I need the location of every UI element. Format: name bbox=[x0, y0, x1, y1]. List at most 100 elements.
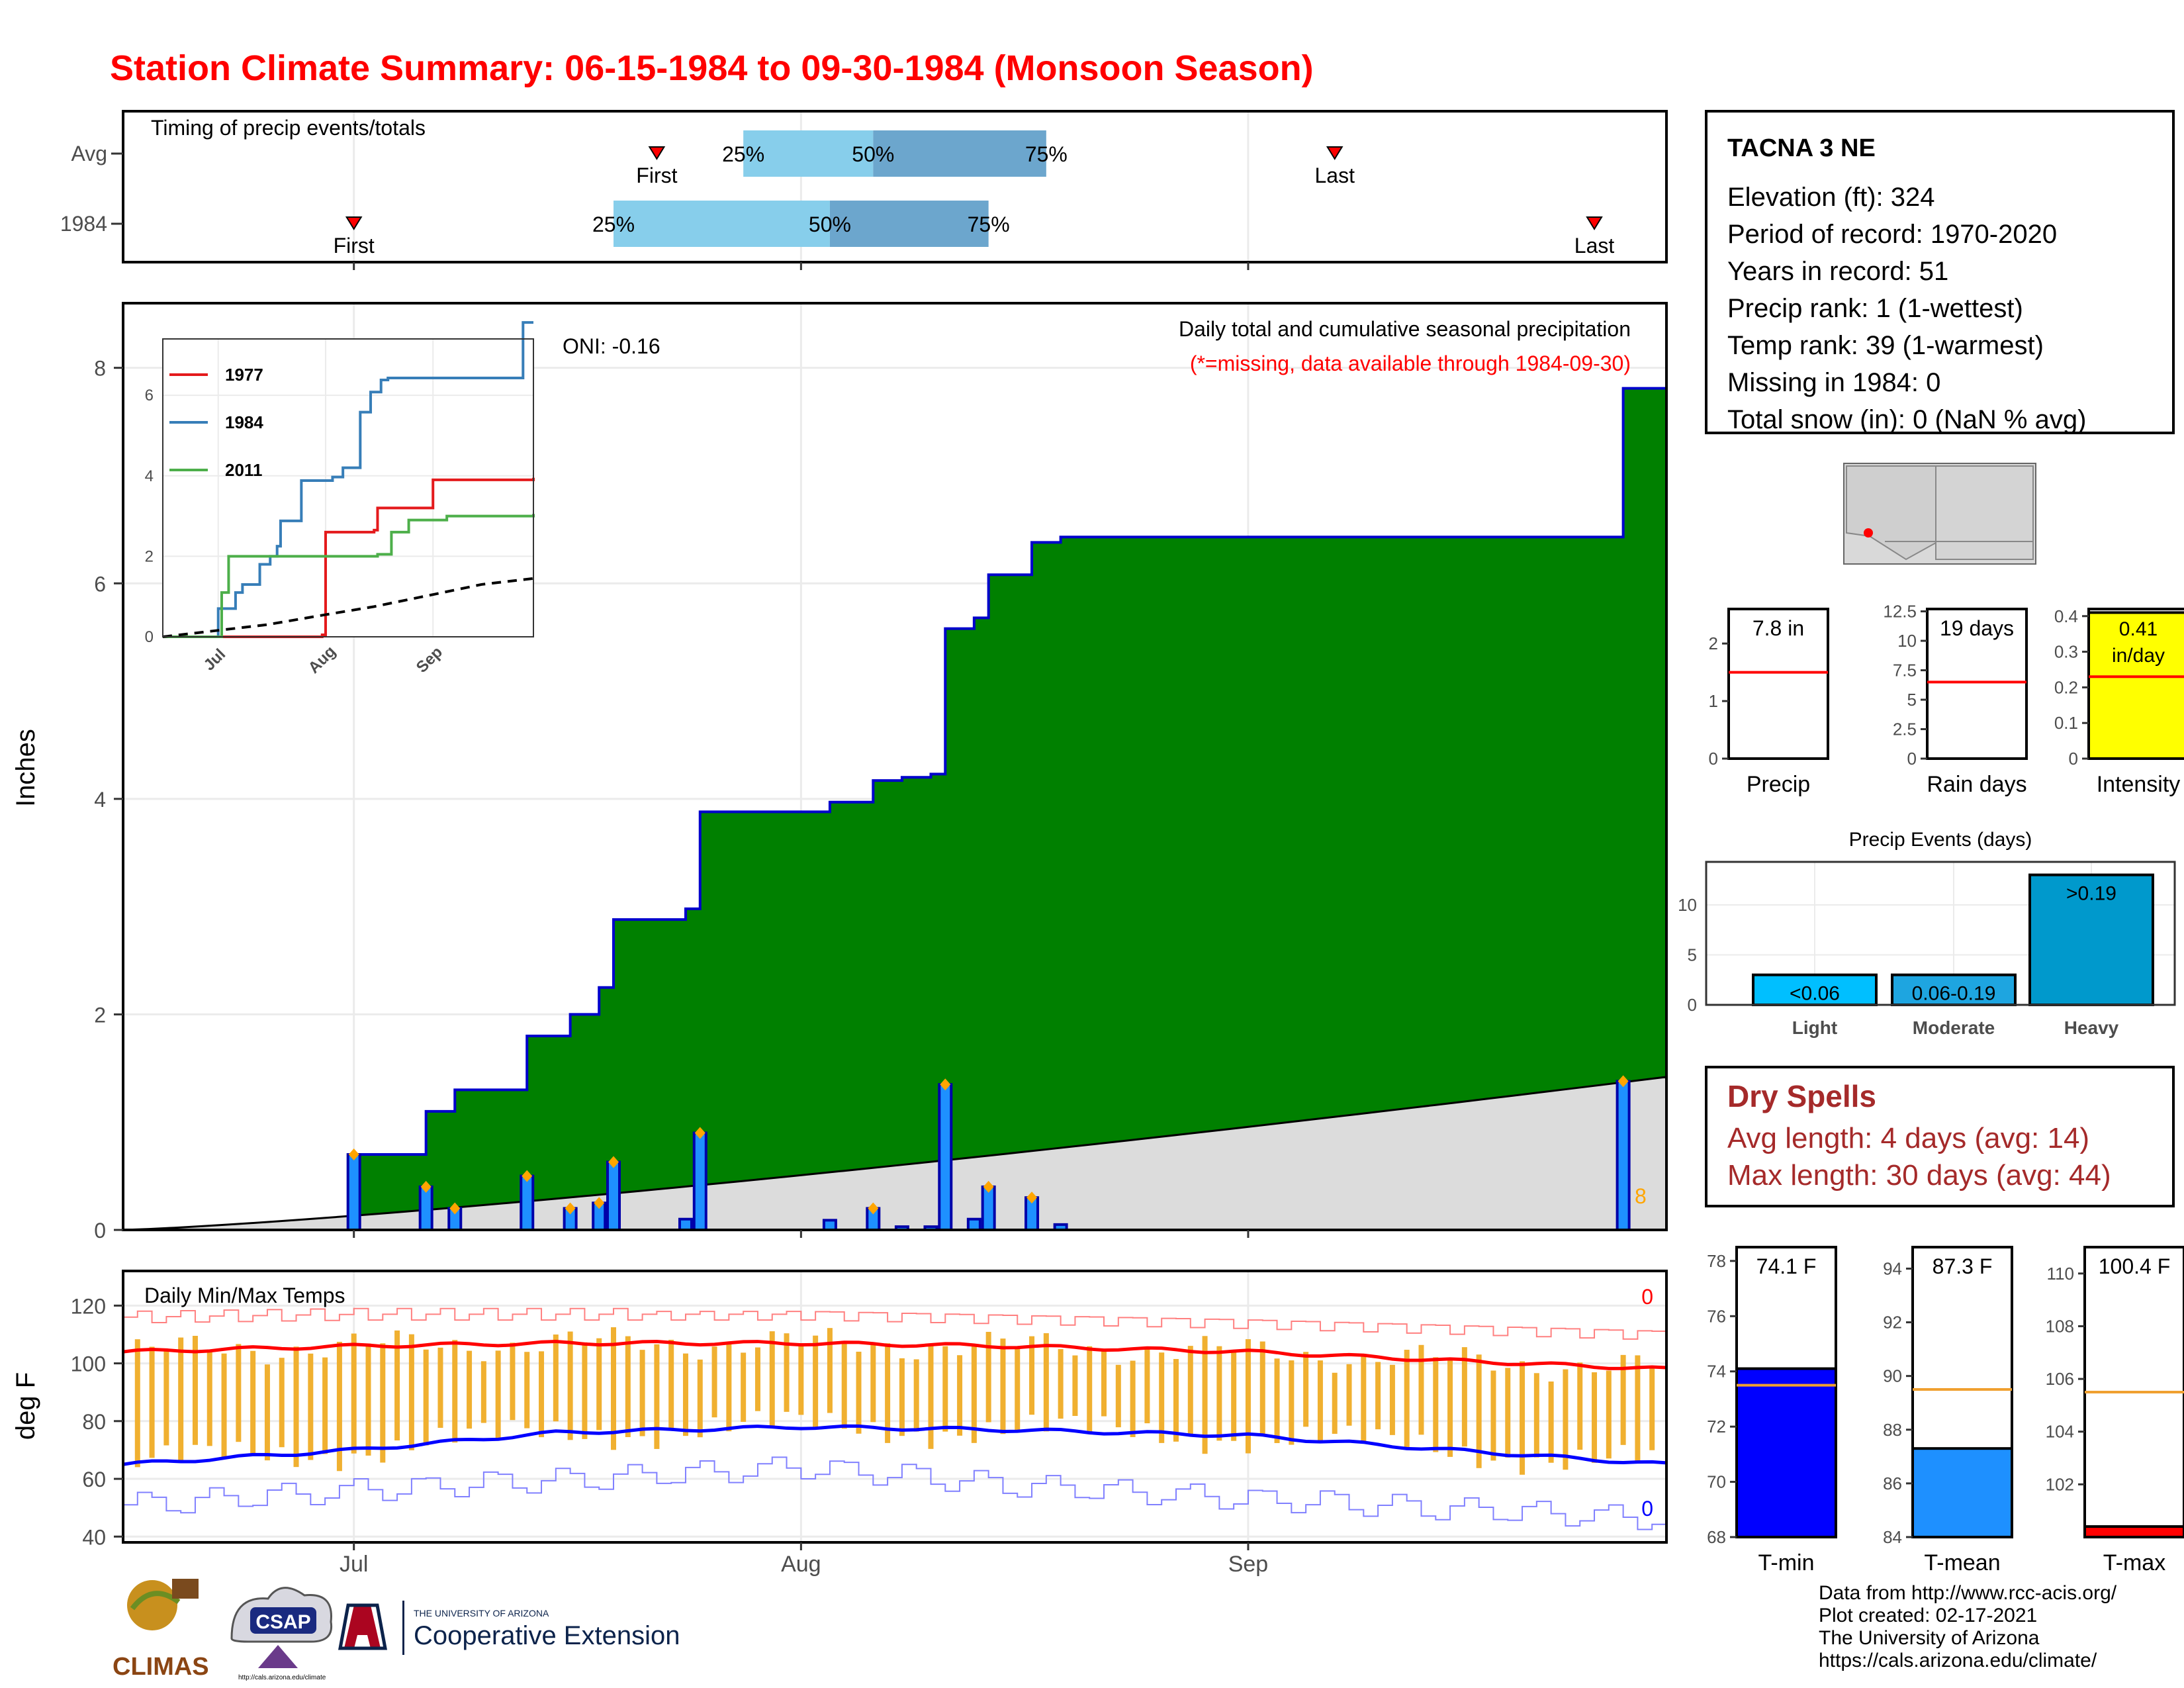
temp-range-bar bbox=[1361, 1354, 1367, 1444]
temp-range-bar bbox=[1635, 1355, 1641, 1463]
temp-range-bar bbox=[480, 1361, 486, 1423]
timing-percentile-label: 25% bbox=[722, 142, 764, 166]
record-min-line bbox=[123, 1456, 1667, 1530]
summary-y-tick-label: 108 bbox=[2046, 1316, 2074, 1336]
daily-precip-marker bbox=[420, 1180, 432, 1193]
normal-min-line bbox=[122, 1424, 1667, 1466]
summary-value-label: 87.3 F bbox=[1933, 1254, 1993, 1278]
daily-precip-marker bbox=[868, 1202, 879, 1215]
credit-line: Data from http://www.rcc-acis.org/ bbox=[1819, 1582, 2117, 1604]
temp-range-bar bbox=[726, 1342, 732, 1432]
temp-range-bar bbox=[1015, 1346, 1021, 1430]
temp-range-bar bbox=[293, 1346, 299, 1468]
y-tick-label: 100 bbox=[71, 1352, 106, 1376]
temp-range-bar bbox=[380, 1343, 386, 1463]
station-snow: Total snow (in): 0 (NaN % avg) bbox=[1727, 405, 2087, 434]
temp-range-bar bbox=[1000, 1338, 1006, 1434]
inset-y-tick-label: 6 bbox=[145, 387, 154, 404]
temp-range-bar bbox=[971, 1345, 977, 1443]
inset-y-tick-label: 2 bbox=[145, 547, 154, 565]
events-value-label: >0.19 bbox=[2066, 883, 2116, 905]
summary-y-tick-label: 0 bbox=[1709, 749, 1718, 769]
station-info-panel: TACNA 3 NE Elevation (ft): 324 Period of… bbox=[1705, 110, 2175, 434]
temp-range-bar bbox=[928, 1345, 934, 1449]
temp-range-bar bbox=[985, 1331, 991, 1423]
summary-y-tick-label: 86 bbox=[1883, 1474, 1902, 1493]
daily-precip-bar bbox=[938, 1083, 953, 1231]
temp-range-bar bbox=[134, 1339, 140, 1468]
daily-precip-bar bbox=[606, 1160, 621, 1232]
summary-y-tick-label: 7.5 bbox=[1893, 661, 1917, 680]
timing-percentile-label: 75% bbox=[1025, 142, 1068, 166]
summary-bar bbox=[1911, 1447, 2013, 1539]
x-tick-label: Jul bbox=[340, 1552, 368, 1577]
summary-bar bbox=[2087, 611, 2184, 761]
temp-range-bar bbox=[1476, 1354, 1482, 1468]
temp-range-bar bbox=[841, 1341, 847, 1429]
daily-precip-bar bbox=[981, 1185, 996, 1231]
temp-range-bar bbox=[1461, 1347, 1467, 1447]
temp-range-bar bbox=[1620, 1354, 1626, 1445]
summary-category-label: T-max bbox=[2103, 1550, 2165, 1575]
temp-range-bar bbox=[1548, 1381, 1554, 1463]
events-y-tick-label: 0 bbox=[1688, 995, 1697, 1015]
credit-line: https://cals.arizona.edu/climate/ bbox=[1819, 1650, 2097, 1671]
y-tick-label: 60 bbox=[82, 1468, 106, 1491]
temp-range-bar bbox=[1043, 1333, 1049, 1432]
inset-y-tick-label: 0 bbox=[145, 628, 154, 646]
temp-range-bar bbox=[149, 1346, 155, 1458]
temp-range-bar bbox=[957, 1355, 963, 1436]
inset-legend-label: 2011 bbox=[225, 460, 262, 480]
inset-chart: 0 2 4 6 Jul Aug Sep 1977 1984 2011 bbox=[145, 321, 535, 677]
temps-frame bbox=[122, 1270, 1668, 1544]
summary-category-label: Rain days bbox=[1927, 772, 2026, 797]
temp-range-bar bbox=[236, 1344, 242, 1442]
temp-range-bar bbox=[769, 1331, 775, 1428]
daily-precip-bar bbox=[966, 1217, 981, 1232]
inset-x-tick-label: Sep bbox=[413, 643, 446, 677]
summary-y-tick-label: 72 bbox=[1707, 1417, 1726, 1436]
inset-series-line bbox=[163, 477, 535, 638]
daily-precip-marker bbox=[608, 1156, 619, 1168]
temp-range-bar bbox=[365, 1343, 371, 1456]
y-tick-label: 6 bbox=[94, 572, 106, 596]
temp-range-bar bbox=[1231, 1350, 1237, 1441]
temp-range-bar bbox=[827, 1328, 833, 1413]
temp-range-bar bbox=[336, 1342, 342, 1472]
x-tick-label: Aug bbox=[781, 1552, 821, 1577]
temp-range-bar bbox=[741, 1352, 747, 1422]
temp-range-bar bbox=[1058, 1349, 1064, 1419]
x-tick-label: Sep bbox=[1228, 1552, 1269, 1577]
timing-title: Timing of precip events/totals bbox=[151, 116, 426, 140]
temp-range-bar bbox=[899, 1358, 905, 1436]
precip-events-panel: <0.06 Light 0.06-0.19 Moderate >0.19 Heavy 0 5 1… bbox=[1678, 829, 2176, 1038]
station-precip-rank: Precip rank: 1 (1-wettest) bbox=[1727, 294, 2023, 323]
temp-range-bar bbox=[264, 1364, 270, 1461]
summary-category-label: T-min bbox=[1758, 1550, 1815, 1575]
summary-y-tick-label: 102 bbox=[2046, 1474, 2074, 1494]
summary-y-tick-label: 70 bbox=[1707, 1472, 1726, 1492]
temp-range-bar bbox=[639, 1350, 645, 1436]
temp-range-bar bbox=[437, 1347, 443, 1428]
credits: Data from http://www.rcc-acis.org/ Plot … bbox=[1819, 1582, 2116, 1672]
daily-precip-bar bbox=[346, 1153, 361, 1231]
summary-bar bbox=[2083, 1525, 2184, 1539]
daily-precip-bar bbox=[520, 1174, 535, 1231]
summary-y-tick-label: 92 bbox=[1883, 1313, 1902, 1333]
summary-y-tick-label: 0.3 bbox=[2054, 642, 2078, 662]
temp-range-bar bbox=[553, 1334, 559, 1422]
timing-row-label: Avg bbox=[71, 142, 107, 165]
events-value-label: 0.06-0.19 bbox=[1912, 983, 1996, 1005]
cumulative-precip-line bbox=[123, 387, 1666, 1231]
temp-range-bar bbox=[408, 1334, 414, 1450]
climas-logo: CLIMAS bbox=[113, 1579, 209, 1681]
y-tick-label: 40 bbox=[82, 1525, 106, 1549]
dry-spells-avg: Avg length: 4 days (avg: 14) bbox=[1727, 1122, 2090, 1154]
temp-range-bar bbox=[192, 1336, 198, 1445]
temp-range-bar bbox=[322, 1357, 328, 1454]
y-tick-label: 120 bbox=[71, 1294, 106, 1318]
daily-precip-bar bbox=[822, 1219, 837, 1232]
events-value-label: <0.06 bbox=[1790, 983, 1840, 1005]
events-title: Precip Events (days) bbox=[1849, 829, 2032, 851]
